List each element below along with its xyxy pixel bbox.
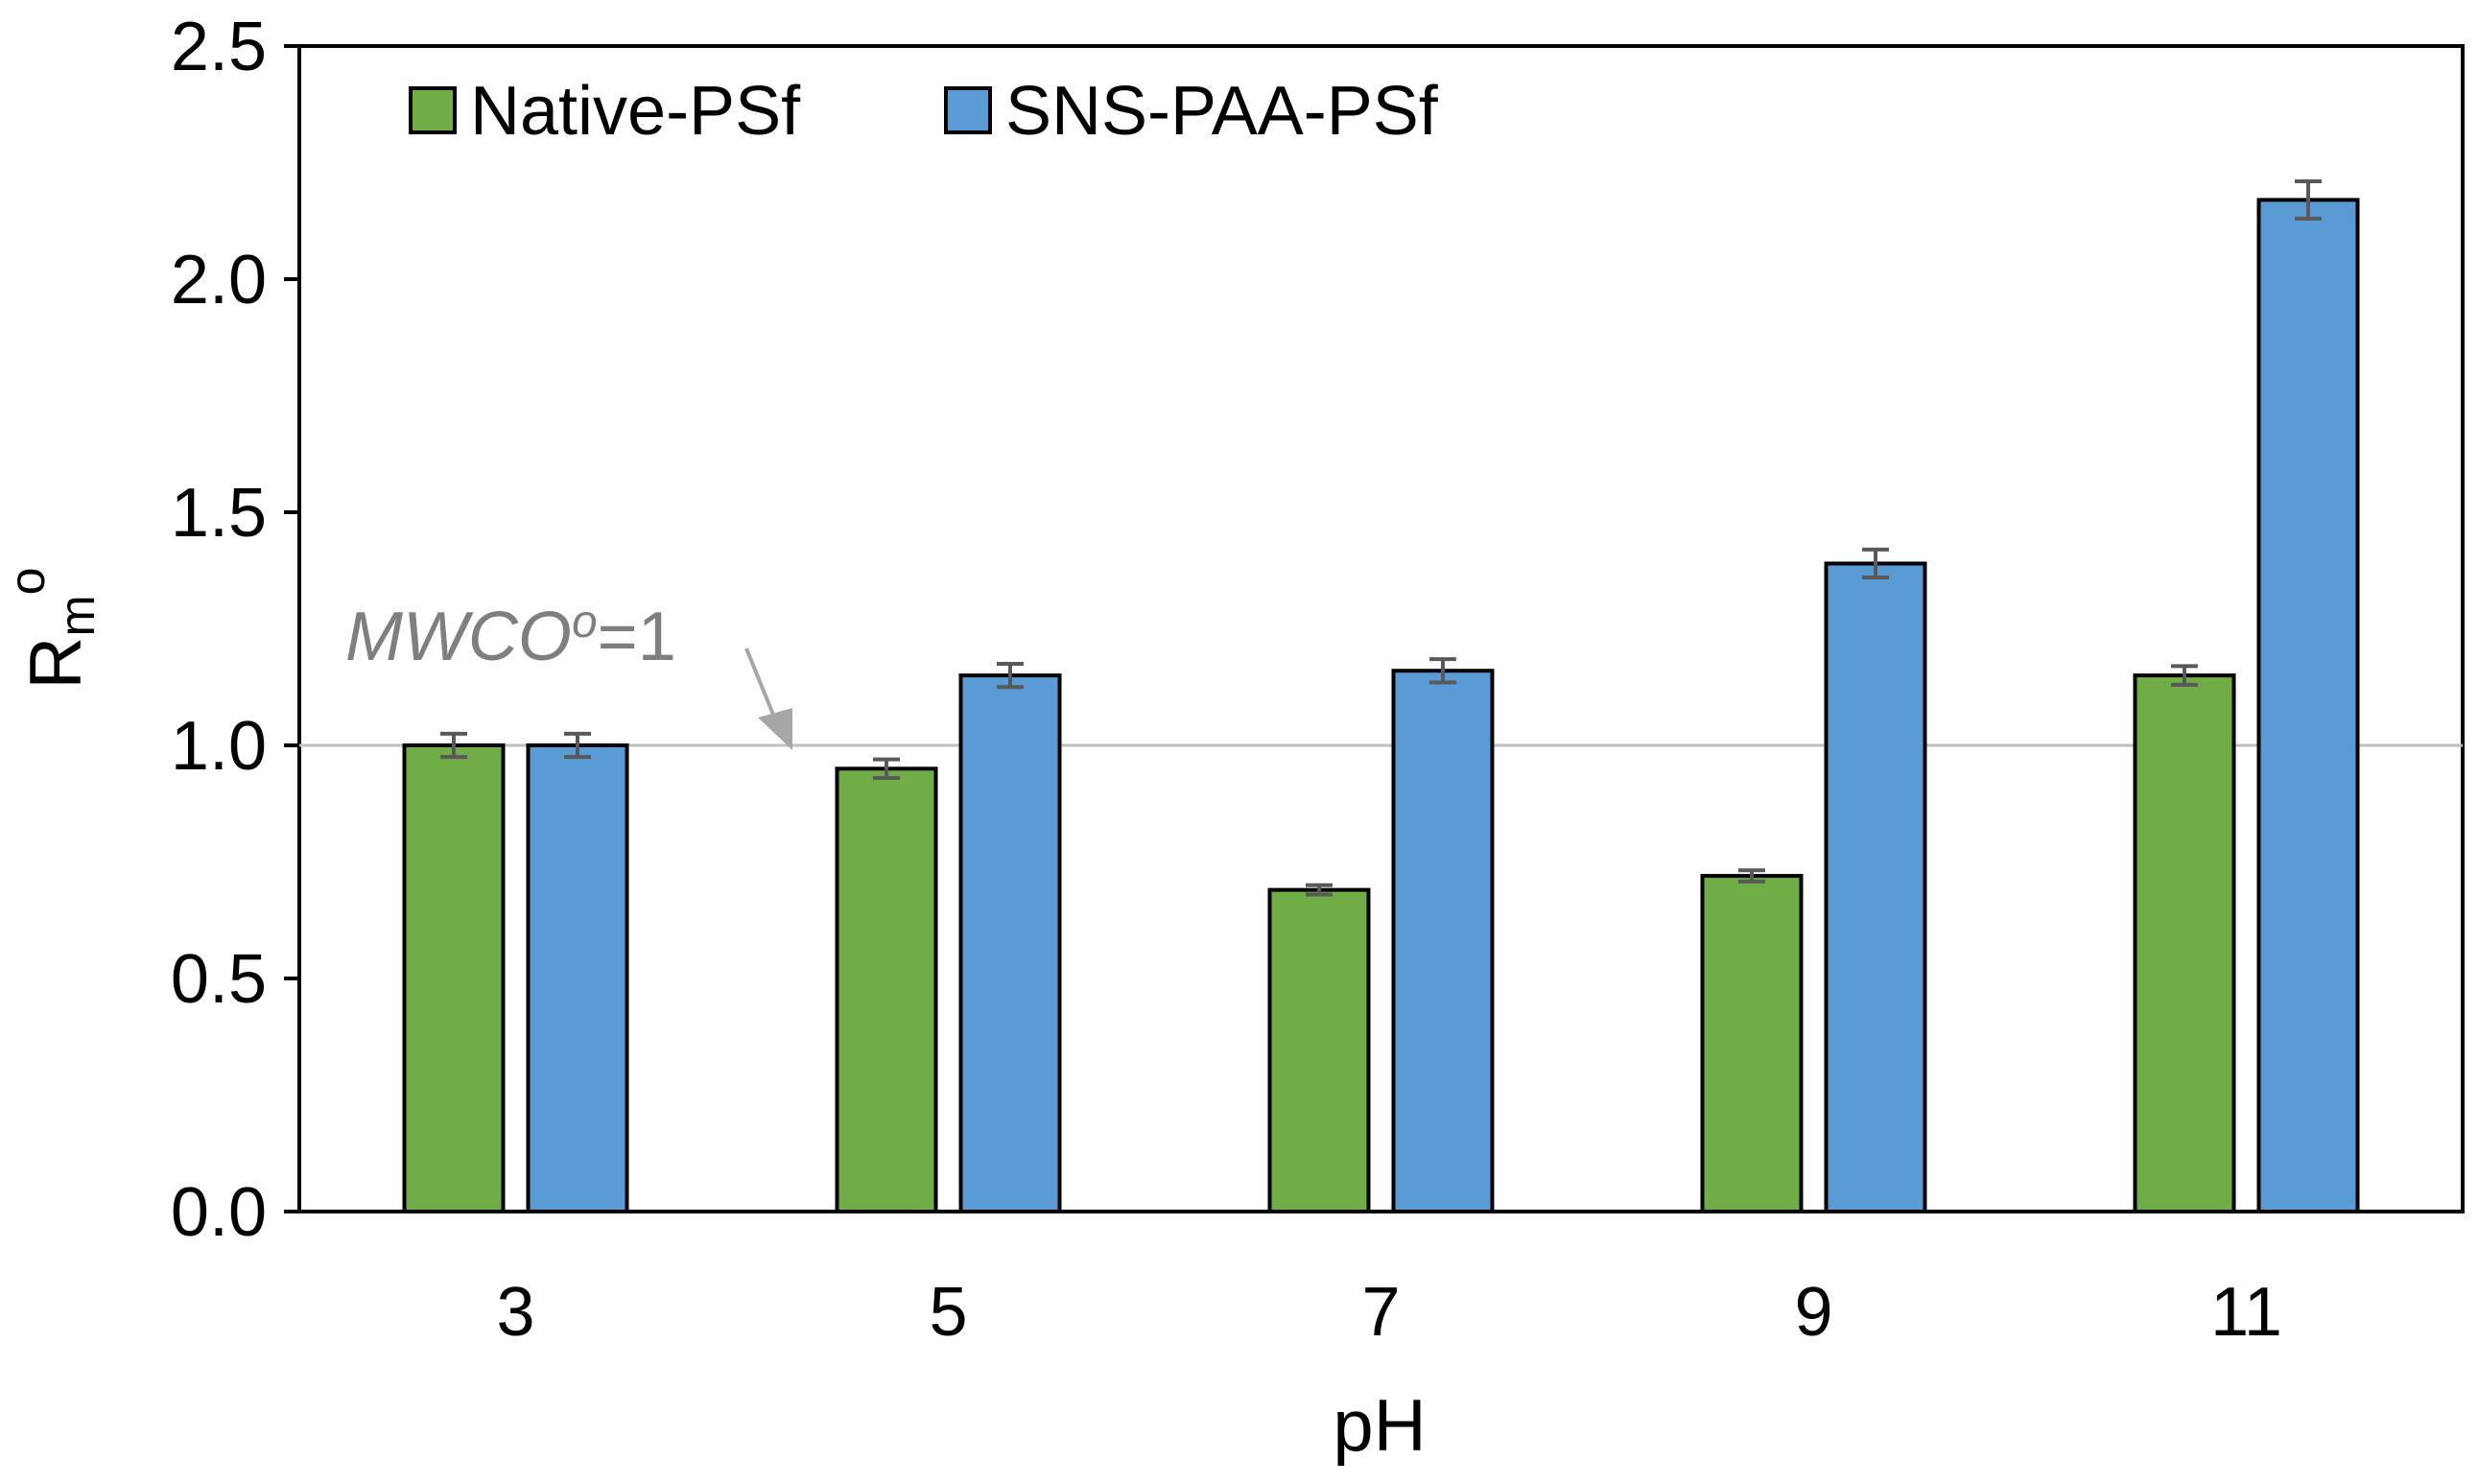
bar	[1824, 561, 1927, 1213]
x-axis-title: pH	[1333, 1385, 1426, 1467]
mwco-arrow-head	[758, 708, 792, 750]
y-tick-label: 0.0	[171, 1174, 267, 1251]
y-axis-title: Rmo	[0, 567, 106, 689]
y-axis-title-sub: m	[50, 595, 106, 636]
bar	[1267, 887, 1371, 1213]
x-tick-label: 9	[1794, 1274, 1832, 1351]
y-tick-label: 1.5	[171, 475, 267, 552]
legend-label-sns-paa-psf: SNS-PAA-PSf	[1005, 73, 1439, 150]
x-tick-label: 3	[496, 1274, 534, 1351]
y-tick-label: 2.5	[171, 9, 267, 85]
bar	[835, 766, 938, 1213]
bar-series	[402, 198, 2360, 1214]
mwco-label-main: MWCO	[345, 599, 572, 675]
y-axis-title-main: R	[15, 637, 97, 690]
bar	[1700, 874, 1804, 1214]
legend: Native-PSf SNS-PAA-PSf	[409, 73, 1439, 150]
mwco-annotation: MWCOo=1	[345, 597, 792, 750]
bar	[526, 743, 629, 1213]
bar	[1391, 669, 1495, 1213]
x-tick-label: 11	[2210, 1274, 2282, 1351]
error-bars	[440, 178, 2322, 897]
legend-swatch-sns-paa-psf	[944, 86, 992, 134]
x-tick-label: 7	[1361, 1274, 1400, 1351]
mwco-annotation-label: MWCOo=1	[345, 597, 676, 675]
bar	[2256, 198, 2360, 1213]
y-axis-ticks: 0.0 0.5 1.0 1.5 2.0 2.5	[171, 9, 299, 1251]
bar	[2133, 673, 2236, 1213]
y-axis-title-sup: o	[0, 567, 56, 595]
bar	[958, 673, 1062, 1213]
mwco-label-sup: o	[572, 597, 598, 648]
legend-swatch-native-psf	[409, 86, 457, 134]
y-tick-label: 0.5	[171, 941, 267, 1018]
mwco-label-tail: =1	[598, 599, 676, 675]
y-tick-label: 2.0	[171, 242, 267, 318]
x-axis-ticks: 3 5 7 9 11	[496, 1274, 2281, 1351]
y-tick-label: 1.0	[171, 708, 267, 785]
legend-label-native-psf: Native-PSf	[470, 73, 801, 150]
bar	[402, 743, 506, 1213]
mwco-arrow-shaft	[744, 648, 777, 720]
x-tick-label: 5	[929, 1274, 967, 1351]
plot-area	[297, 44, 2465, 1213]
